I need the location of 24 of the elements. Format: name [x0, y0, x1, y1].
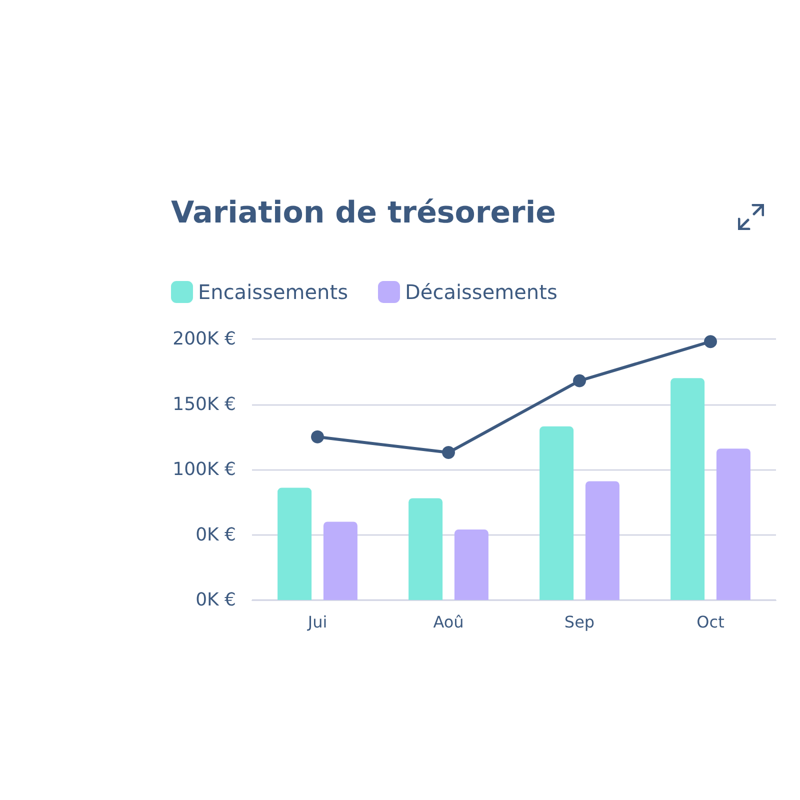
- bar: [454, 530, 488, 600]
- point: [442, 446, 455, 460]
- bar: [540, 426, 574, 600]
- y-tick-label: 0K €: [196, 524, 236, 546]
- chart-title: Variation de trésorerie: [171, 196, 556, 230]
- bar: [585, 481, 620, 600]
- x-tick-label: Sep: [564, 612, 595, 632]
- point: [311, 430, 324, 444]
- bar: [408, 498, 443, 600]
- point: [704, 335, 717, 348]
- legend-label: Décaissements: [404, 280, 558, 304]
- bar: [716, 448, 750, 600]
- y-tick-label: 200K €: [172, 328, 236, 350]
- point: [573, 374, 586, 388]
- y-tick-label: 100K €: [172, 459, 236, 480]
- x-tick-label: Jui: [306, 612, 328, 632]
- x-tick-label: Oct: [696, 612, 724, 632]
- bar: [323, 522, 358, 600]
- y-tick-label: 150K €: [172, 394, 236, 415]
- bar: [278, 488, 312, 600]
- x-tick-label: Aoû: [433, 612, 464, 632]
- legend-label: Encaissements: [198, 280, 348, 304]
- y-tick-label: 0K €: [196, 590, 236, 610]
- bar: [670, 378, 705, 600]
